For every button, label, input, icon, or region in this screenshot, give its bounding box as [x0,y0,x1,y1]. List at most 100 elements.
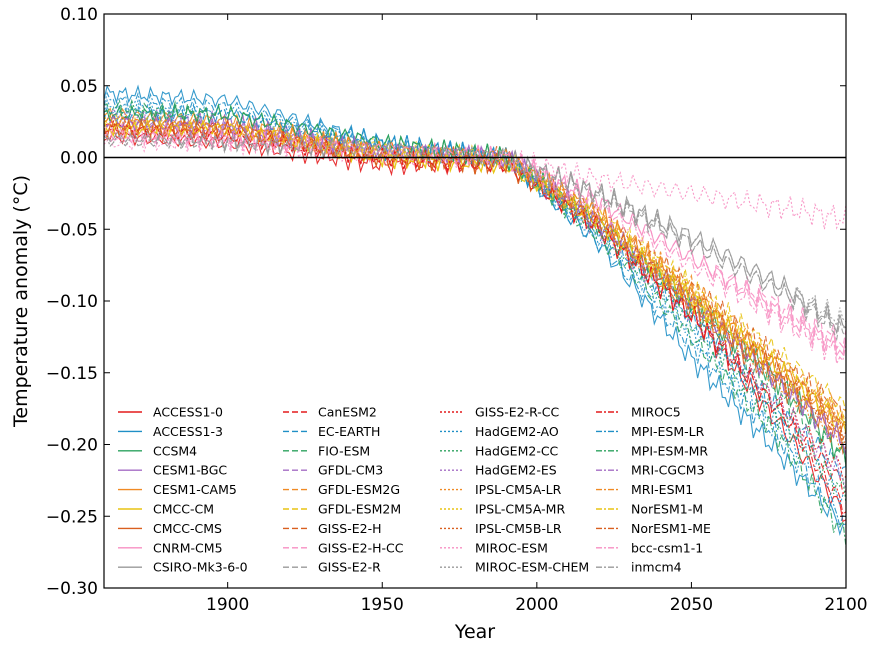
legend-label: HadGEM2-ES [475,463,557,478]
legend-label: GISS-E2-H-CC [318,540,404,555]
legend-item: GISS-E2-R [283,560,381,575]
series-line-bcc-csm1-1 [103,127,847,366]
legend-item: GFDL-CM3 [283,463,383,478]
legend-label: GISS-E2-R-CC [475,405,560,420]
legend-item: MPI-ESM-MR [596,443,708,458]
legend-item: GFDL-ESM2M [283,502,401,517]
legend-item: MIROC-ESM-CHEM [440,560,589,575]
legend-label: inmcm4 [631,560,682,575]
x-tick-label: 2100 [824,595,867,615]
legend-label: NorESM1-ME [631,521,711,536]
legend-label: IPSL-CM5B-LR [475,521,562,536]
x-tick-label: 1950 [361,595,404,615]
legend-item: CNRM-CM5 [118,540,223,555]
legend-item: HadGEM2-ES [440,463,557,478]
y-axis-ticks: 0.10 0.05 0.00 −0.05 −0.10 −0.15 −0.20 −0.25 −0.… [46,5,846,599]
series-line-noresm1-me [103,117,847,440]
legend-label: CMCC-CMS [153,521,222,536]
series-line-hadgem2-ao [103,98,847,508]
legend-item: MIROC-ESM [440,540,548,555]
legend-label: CMCC-CM [153,502,214,517]
legend-label: MRI-CGCM3 [631,463,705,478]
legend-item: NorESM1-ME [596,521,711,536]
legend-label: GFDL-CM3 [318,463,383,478]
y-tick-label: −0.10 [46,292,98,312]
legend-item: ACCESS1-0 [118,405,223,420]
legend-item: ACCESS1-3 [118,424,223,439]
series-line-giss-e2-h [103,119,847,428]
legend-item: HadGEM2-AO [440,424,559,439]
legend-item: CESM1-CAM5 [118,482,237,497]
legend-item: MIROC5 [596,405,681,420]
legend-item: MPI-ESM-LR [596,424,705,439]
legend-item: CMCC-CM [118,502,214,517]
legend-label: IPSL-CM5A-LR [475,482,562,497]
legend-label: HadGEM2-CC [475,443,559,458]
legend-item: CCSM4 [118,443,197,458]
y-axis-title: Temperature anomaly (°C) [10,175,32,428]
legend-label: NorESM1-M [631,502,703,517]
legend-label: MIROC-ESM-CHEM [475,560,589,575]
legend-item: IPSL-CM5A-MR [440,502,565,517]
legend-item: CanESM2 [283,405,377,420]
legend-item: IPSL-CM5B-LR [440,521,562,536]
legend-label: GFDL-ESM2M [318,502,401,517]
legend-item: MRI-ESM1 [596,482,693,497]
x-tick-label: 2050 [670,595,713,615]
y-tick-label: 0.05 [60,77,98,97]
series-line-miroc-esm [103,131,847,230]
legend-label: CESM1-CAM5 [153,482,237,497]
series-line-mri-esm1 [103,114,847,430]
legend-label: IPSL-CM5A-MR [475,502,565,517]
legend-label: bcc-csm1-1 [631,540,703,555]
series-line-noresm1-m [103,119,847,428]
legend-item: CESM1-BGC [118,463,227,478]
legend-label: ACCESS1-0 [153,405,223,420]
x-tick-label: 2000 [515,595,558,615]
legend: ACCESS1-0 ACCESS1-3 CCSM4 CESM1-BGC CESM1-CA… [118,405,711,575]
legend-item: IPSL-CM5A-LR [440,482,562,497]
legend-label: HadGEM2-AO [475,424,559,439]
y-tick-label: 0.00 [60,149,98,169]
legend-item: GFDL-ESM2G [283,482,400,497]
legend-item: EC-EARTH [283,424,380,439]
legend-item: GISS-E2-R-CC [440,405,560,420]
legend-label: CanESM2 [318,405,377,420]
legend-label: GISS-E2-H [318,521,382,536]
x-axis-title: Year [454,621,495,643]
y-tick-label: −0.25 [46,507,98,527]
legend-label: MPI-ESM-MR [631,443,708,458]
series-lines [103,84,847,548]
x-axis-ticks: 1900 1950 2000 2050 2100 [206,14,868,615]
series-line-ipsl-cm5a-lr [103,114,847,451]
y-tick-label: −0.15 [46,364,98,384]
legend-label: CSIRO-Mk3-6-0 [153,560,248,575]
legend-label: GFDL-ESM2G [318,482,400,497]
legend-item: CSIRO-Mk3-6-0 [118,560,248,575]
legend-item: CMCC-CMS [118,521,222,536]
series-line-inmcm4 [103,132,847,334]
legend-item: GISS-E2-H [283,521,382,536]
legend-item: FIO-ESM [283,443,370,458]
legend-label: EC-EARTH [318,424,380,439]
legend-label: FIO-ESM [318,443,370,458]
series-line-miroc-esm-chem [103,132,847,328]
y-tick-label: −0.30 [46,579,98,599]
y-tick-label: −0.05 [46,220,98,240]
legend-label: MRI-ESM1 [631,482,693,497]
legend-item: inmcm4 [596,560,682,575]
legend-label: CCSM4 [153,443,197,458]
x-tick-label: 1900 [206,595,249,615]
legend-item: HadGEM2-CC [440,443,559,458]
legend-label: MIROC5 [631,405,681,420]
legend-label: ACCESS1-3 [153,424,223,439]
y-tick-label: 0.10 [60,5,98,25]
legend-item: bcc-csm1-1 [596,540,703,555]
legend-item: GISS-E2-H-CC [283,540,404,555]
series-line-mpi-esm-mr [103,98,847,548]
legend-label: GISS-E2-R [318,560,381,575]
legend-item: MRI-CGCM3 [596,463,705,478]
legend-label: MPI-ESM-LR [631,424,705,439]
y-tick-label: −0.20 [46,436,98,456]
